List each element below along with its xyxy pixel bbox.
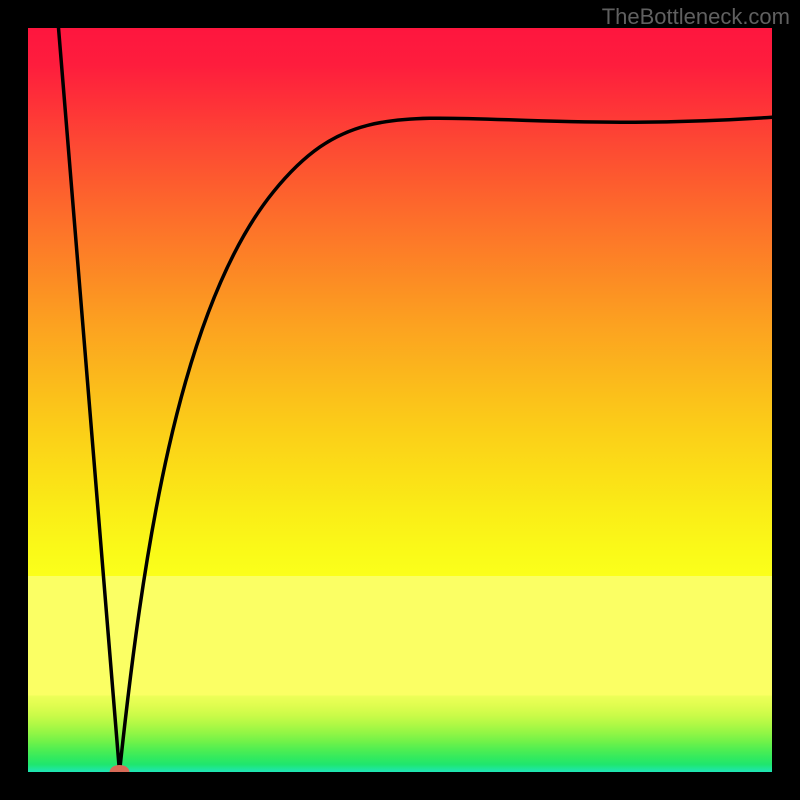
chart-container: TheBottleneck.com <box>0 0 800 800</box>
bottleneck-chart <box>0 0 800 800</box>
plot-background <box>28 28 772 772</box>
